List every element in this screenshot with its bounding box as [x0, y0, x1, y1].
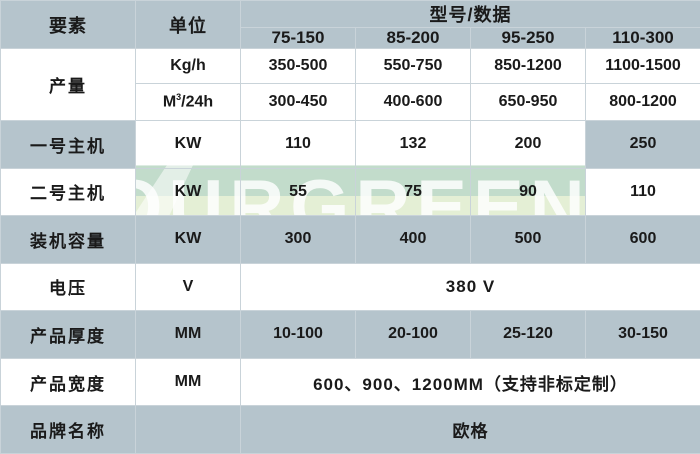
header-model-95-250: 95-250 [470, 27, 586, 49]
row-unit-empty [135, 405, 241, 454]
cell-houdu-95-250: 25-120 [470, 310, 586, 359]
cell-erhao-75-150: 55 [240, 167, 356, 217]
header-row-2: 75-150 85-200 95-250 110-300 [1, 27, 700, 49]
row-label-chanpin-kuandu: 产品宽度 [0, 357, 136, 407]
row-label-pinpai-mingcheng: 品牌名称 [0, 405, 136, 454]
cell-chanliang-m3-75-150: 300-450 [240, 82, 356, 121]
row-label-chanliang: 产量 [0, 48, 136, 121]
row-label-yihao-zhuji: 一号主机 [0, 119, 136, 169]
header-row-1: 要素 单位 型号/数据 [0, 0, 700, 49]
cell-erhao-85-200: 75 [355, 167, 471, 217]
table-row: 二号主机 KW 55 75 90 110 [0, 167, 700, 217]
cell-houdu-85-200: 20-100 [355, 310, 471, 359]
table-row: 一号主机 KW 110 132 200 250 [0, 119, 700, 169]
cell-chanliang-kgh-95-250: 850-1200 [470, 48, 586, 84]
header-model-110-300: 110-300 [584, 27, 700, 49]
row-unit-kw-1: KW [135, 119, 241, 169]
table-row: M3/24h 300-450 400-600 650-950 800-1200 [1, 82, 700, 121]
cell-yihao-95-250: 200 [470, 119, 586, 169]
header-model-group: 型号/数据 [239, 0, 700, 28]
cell-rongliang-85-200: 400 [355, 215, 471, 264]
cell-chanliang-kgh-110-300: 1100-1500 [584, 48, 700, 84]
cell-chanliang-kgh-85-200: 550-750 [355, 48, 471, 84]
row-unit-mm-1: MM [135, 310, 241, 359]
row-unit-kgh: Kg/h [135, 48, 241, 84]
cell-pinpai-merged: 欧格 [239, 405, 700, 454]
cell-chanliang-m3-95-250: 650-950 [470, 82, 586, 121]
row-unit-mm-2: MM [135, 357, 241, 407]
unit-m3-base: M [162, 93, 177, 111]
table-header: 要素 单位 型号/数据 75-150 85-200 95-250 110-300 [0, 0, 700, 49]
cell-rongliang-95-250: 500 [470, 215, 586, 264]
cell-rongliang-75-150: 300 [240, 215, 356, 264]
cell-yihao-85-200: 132 [355, 119, 471, 169]
cell-chanliang-kgh-75-150: 350-500 [240, 48, 356, 84]
table-row: 品牌名称 欧格 [0, 405, 700, 454]
cell-yihao-110-300: 250 [584, 119, 700, 169]
row-unit-kw-3: KW [135, 215, 241, 264]
row-label-zhuangji-rongliang: 装机容量 [0, 215, 136, 264]
cell-dianya-merged: 380 V [239, 262, 700, 312]
cell-chanliang-m3-110-300: 800-1200 [584, 82, 700, 121]
cell-chanliang-m3-85-200: 400-600 [355, 82, 471, 121]
table-body: 产量 Kg/h 350-500 550-750 850-1200 1100-15… [0, 48, 700, 454]
row-unit-v: V [135, 262, 241, 312]
row-unit-kw-2: KW [135, 167, 241, 217]
cell-kuandu-merged: 600、900、1200MM（支持非标定制） [239, 357, 700, 407]
unit-m3-superscript: 3 [176, 92, 182, 103]
cell-houdu-110-300: 30-150 [584, 310, 700, 359]
row-unit-m3-24h: M3/24h [135, 82, 241, 121]
header-factor: 要素 [0, 0, 136, 49]
row-label-chanpin-houdu: 产品厚度 [0, 310, 136, 359]
cell-houdu-75-150: 10-100 [240, 310, 356, 359]
cell-yihao-75-150: 110 [240, 119, 356, 169]
cell-erhao-110-300: 110 [584, 167, 700, 217]
row-label-dianya: 电压 [0, 262, 136, 312]
unit-m3-tail: /24h [181, 93, 214, 111]
header-model-75-150: 75-150 [240, 27, 356, 49]
row-label-erhao-zhuji: 二号主机 [0, 167, 136, 217]
table-row: 电压 V 380 V [0, 262, 700, 312]
table-row: 产量 Kg/h 350-500 550-750 850-1200 1100-15… [0, 48, 700, 121]
table-row: 装机容量 KW 300 400 500 600 [0, 215, 700, 264]
header-model-85-200: 85-200 [355, 27, 471, 49]
cell-erhao-95-250: 90 [470, 167, 586, 217]
header-unit: 单位 [135, 0, 241, 49]
cell-rongliang-110-300: 600 [584, 215, 700, 264]
table-row: 产品厚度 MM 10-100 20-100 25-120 30-150 [0, 310, 700, 359]
table-row: 产品宽度 MM 600、900、1200MM（支持非标定制） [0, 357, 700, 407]
